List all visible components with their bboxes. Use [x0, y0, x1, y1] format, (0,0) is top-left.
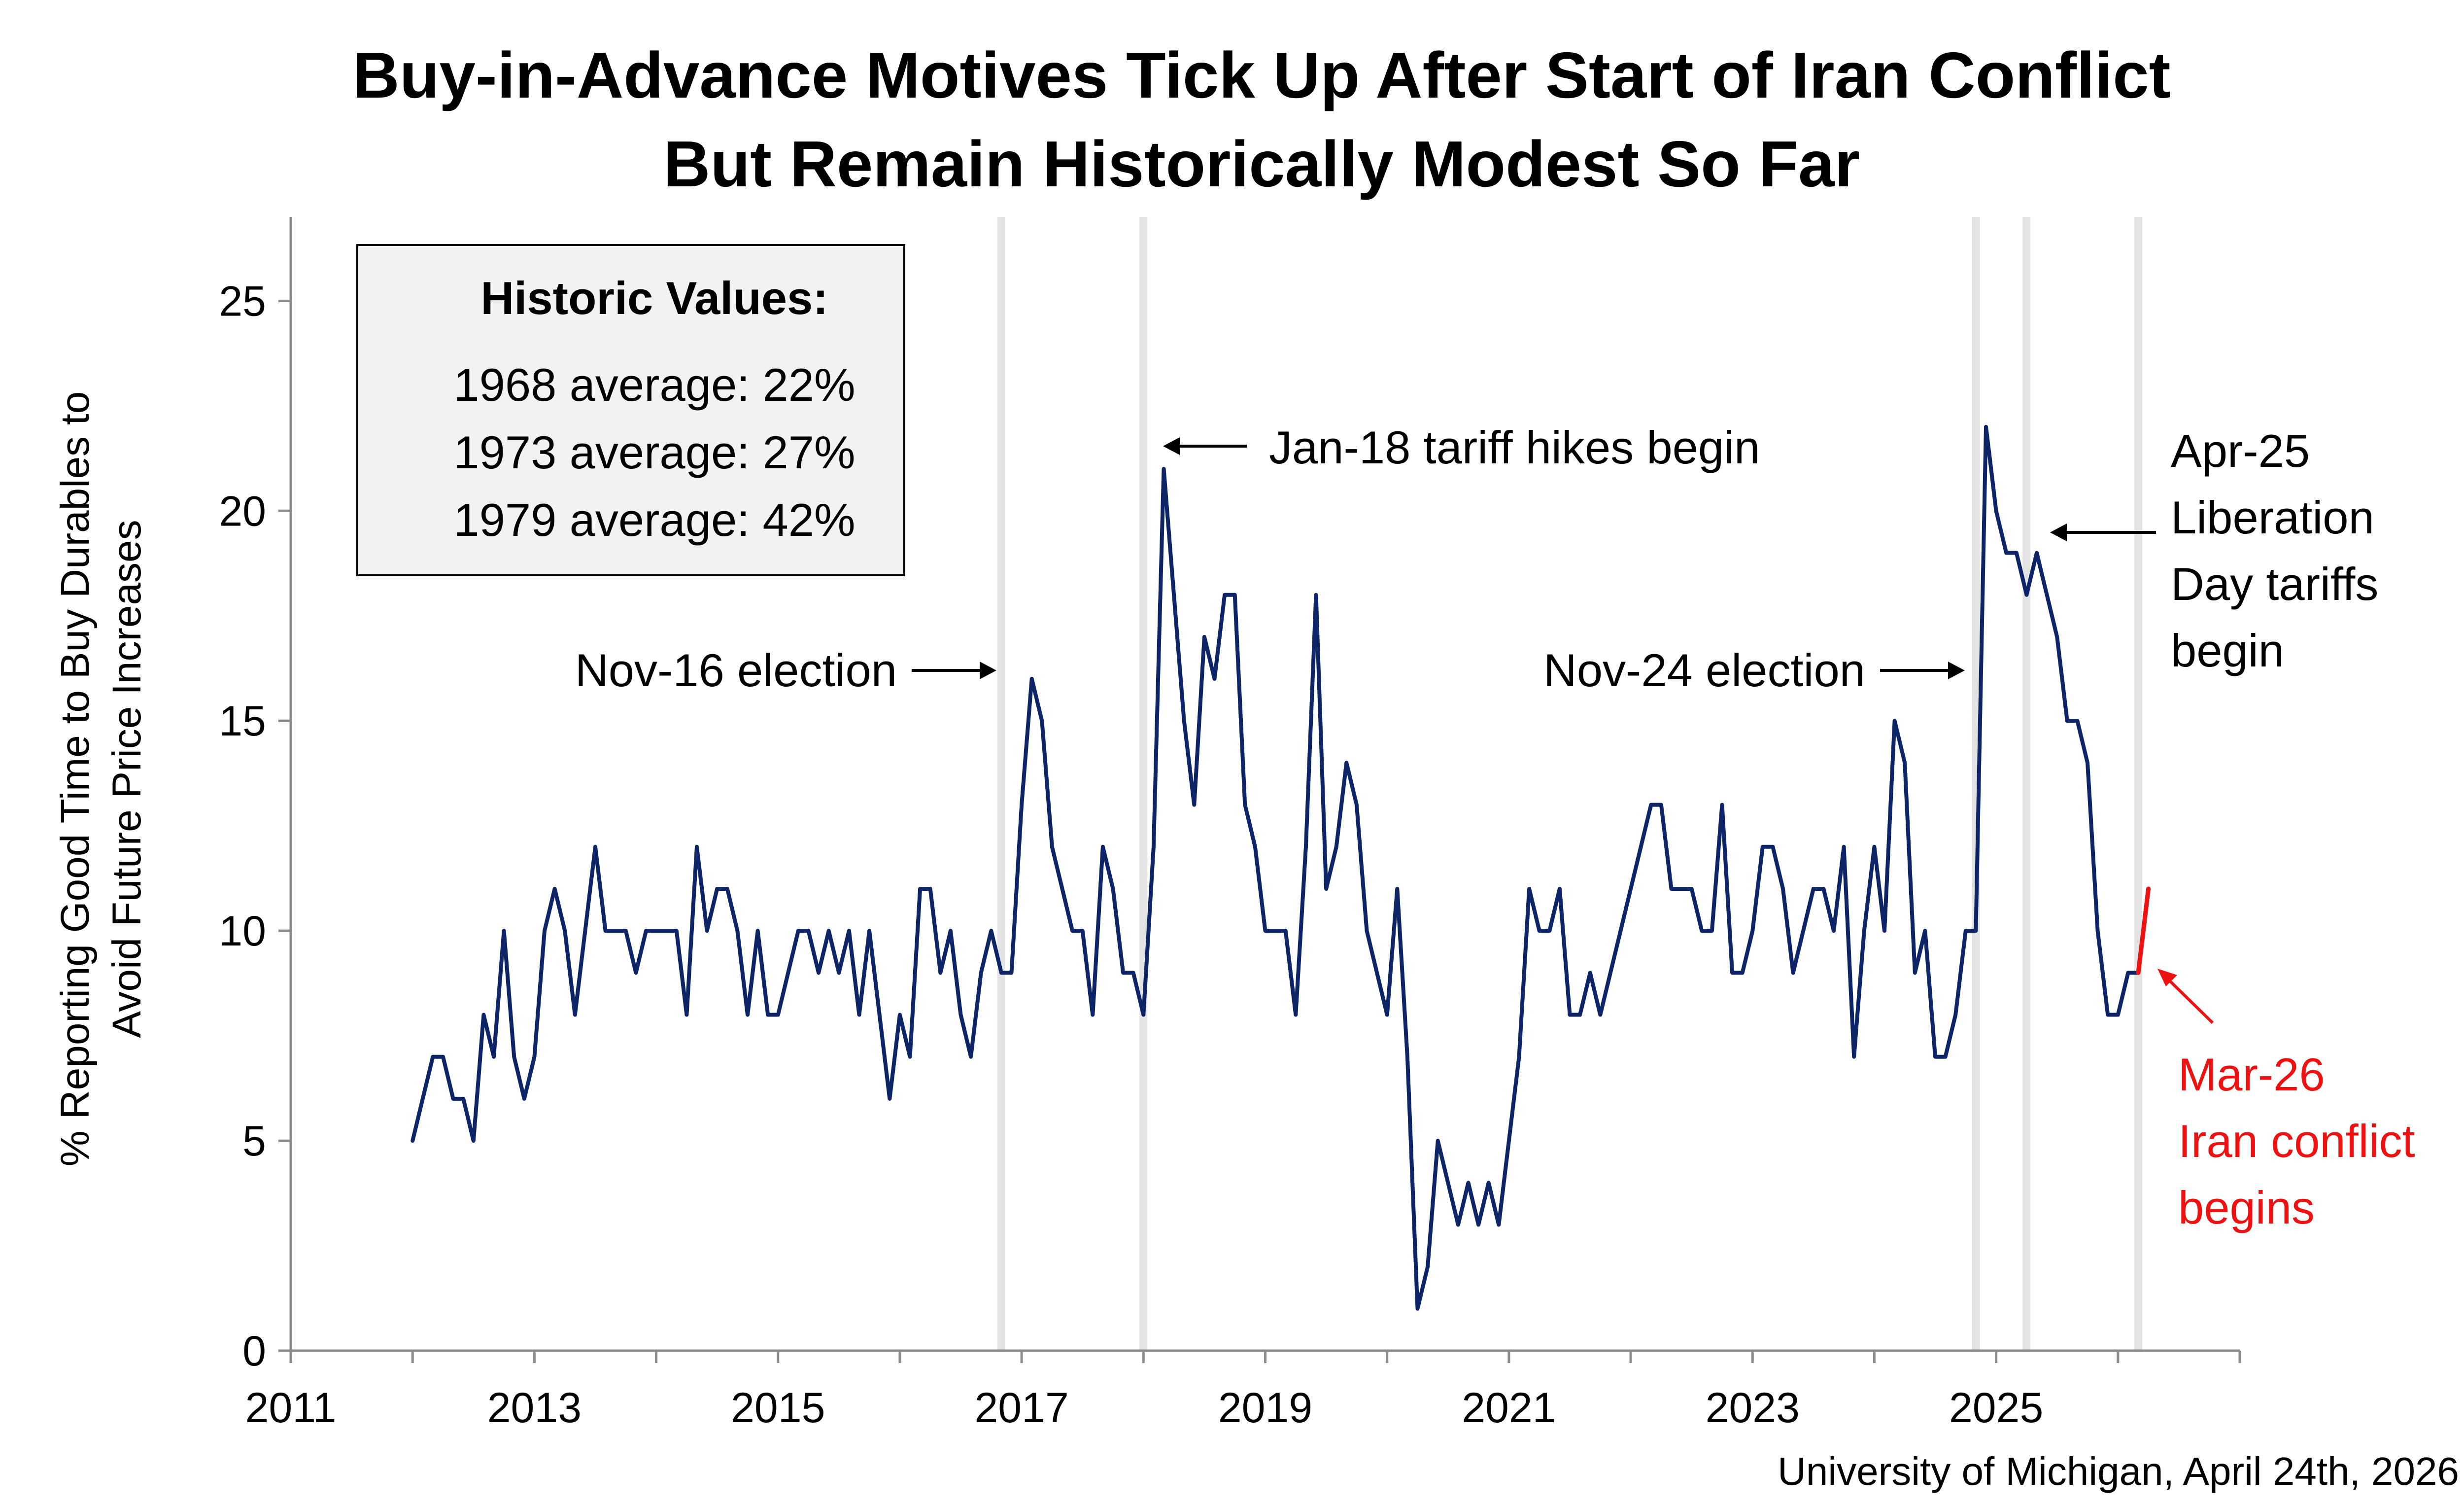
- x-tick-label-2021: 2021: [1462, 1384, 1556, 1432]
- y-tick-label-20: 20: [219, 488, 266, 535]
- y-tick-label-15: 15: [219, 698, 266, 745]
- annotation-apr25-line-2: Liberation: [2171, 491, 2374, 543]
- series: [411, 424, 2151, 1311]
- annotation-nov16-arrowhead: [980, 662, 996, 679]
- y-axis-label: % Reporting Good Time to Buy Durables to…: [53, 391, 149, 1166]
- annotation-jan18-arrowhead: [1163, 437, 1180, 455]
- source-note: University of Michigan, April 24th, 2026: [1778, 1449, 2459, 1493]
- y-tick-label-10: 10: [219, 908, 266, 955]
- annotation-nov16-label: Nov-16 election: [575, 644, 897, 696]
- historic-value-1973: 1973 average: 27%: [453, 426, 855, 478]
- x-tick-label-2015: 2015: [731, 1384, 825, 1432]
- annotation-mar26-arrow: [2164, 976, 2214, 1024]
- historic-values-box: Historic Values: 1968 average: 22% 1973 …: [356, 244, 905, 576]
- annotation-mar26: Mar-26 Iran conflict begins: [2157, 969, 2415, 1233]
- annotation-nov16: Nov-16 election: [575, 644, 996, 696]
- annotation-apr25-line-1: Apr-25: [2171, 425, 2310, 477]
- annotation-mar26-line-1: Mar-26: [2178, 1049, 2325, 1100]
- annotation-nov24: Nov-24 election: [1543, 644, 1965, 696]
- x-tick-label-2017: 2017: [974, 1384, 1068, 1432]
- annotation-apr25-line-4: begin: [2171, 625, 2284, 676]
- y-tick-label-0: 0: [242, 1328, 266, 1375]
- y-tick-label-25: 25: [219, 278, 266, 325]
- chart-title-line-2: But Remain Historically Modest So Far: [663, 128, 1860, 200]
- annotation-nov24-arrowhead: [1948, 662, 1965, 679]
- x-tick-label-2019: 2019: [1218, 1384, 1312, 1432]
- annotation-nov24-label: Nov-24 election: [1543, 644, 1865, 696]
- x-tick-label-2025: 2025: [1949, 1384, 2043, 1432]
- y-tick-label-5: 5: [242, 1118, 266, 1165]
- chart-title-line-1: Buy-in-Advance Motives Tick Up After Sta…: [352, 39, 2170, 111]
- annotation-apr25-line-3: Day tariffs: [2171, 558, 2378, 610]
- annotation-mar26-line-3: begins: [2178, 1182, 2315, 1233]
- x-tick-label-2013: 2013: [487, 1384, 582, 1432]
- y-axis-label-line-2: Avoid Future Price Increases: [104, 520, 149, 1038]
- event-lines: [997, 217, 2143, 1351]
- annotation-apr25-arrowhead: [2050, 524, 2067, 541]
- annotation-jan18-label: Jan-18 tariff hikes begin: [1269, 421, 1760, 473]
- annotation-jan18: Jan-18 tariff hikes begin: [1163, 421, 1760, 473]
- historic-value-1968: 1968 average: 22%: [453, 359, 855, 411]
- annotation-mar26-arrowhead: [2157, 969, 2177, 986]
- series-line-buy-in-advance: [411, 424, 2140, 1311]
- y-axis-label-line-1: % Reporting Good Time to Buy Durables to: [53, 391, 98, 1166]
- annotation-apr25: Apr-25 Liberation Day tariffs begin: [2050, 425, 2378, 676]
- historic-values-title: Historic Values:: [480, 272, 828, 324]
- x-tick-label-2023: 2023: [1706, 1384, 1800, 1432]
- x-tick-label-2011: 2011: [245, 1384, 337, 1432]
- annotation-mar26-line-2: Iran conflict: [2178, 1115, 2415, 1167]
- historic-values-box-frame: [356, 244, 905, 576]
- series-line-post-iran-conflict: [2136, 886, 2151, 975]
- historic-value-1979: 1979 average: 42%: [453, 494, 855, 546]
